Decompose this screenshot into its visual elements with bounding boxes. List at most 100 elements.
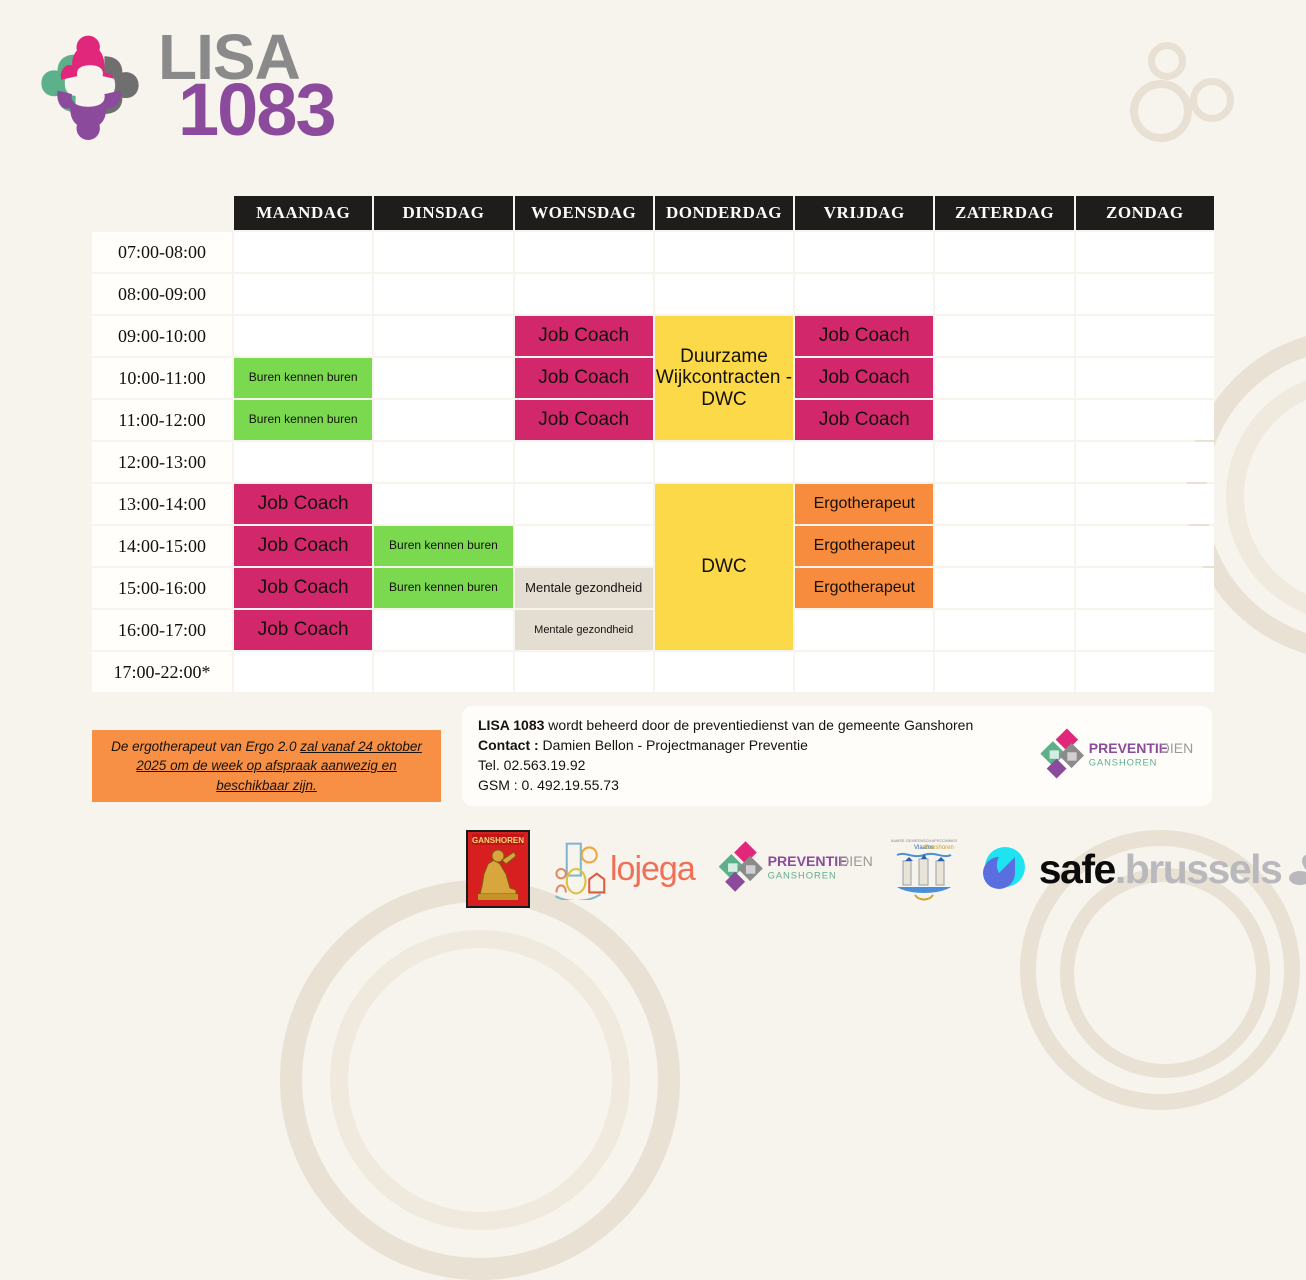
event-dwc-morning[interactable]: Duurzame Wijkcontracten - DWC xyxy=(654,316,794,440)
event-ergotherapeut[interactable]: Ergotherapeut xyxy=(795,484,934,524)
slot-vrijdag-0900[interactable]: Job Coach xyxy=(795,316,934,356)
slot-dinsdag-0900[interactable] xyxy=(374,316,513,356)
slot-dinsdag-0800[interactable] xyxy=(374,274,513,314)
event-ergotherapeut[interactable]: Ergotherapeut xyxy=(795,526,934,566)
event-dwc-afternoon[interactable]: DWC xyxy=(654,484,794,650)
slot-zondag-1200[interactable] xyxy=(1075,442,1214,482)
slot-zondag-1500[interactable] xyxy=(1075,568,1214,608)
slot-donderdag-1700[interactable] xyxy=(654,652,794,692)
event-job-coach[interactable]: Job Coach xyxy=(234,484,373,524)
slot-zaterdag-1200[interactable] xyxy=(935,442,1074,482)
slot-vrijdag-1100[interactable]: Job Coach xyxy=(795,400,934,440)
svg-text:Vlaams: Vlaams xyxy=(914,845,934,851)
slot-maandag-1400[interactable]: Job Coach xyxy=(234,526,373,566)
event-job-coach[interactable]: Job Coach xyxy=(514,400,653,440)
slot-zondag-1000[interactable] xyxy=(1075,358,1214,398)
slot-vrijdag-1700[interactable] xyxy=(795,652,934,692)
slot-dinsdag-1200[interactable] xyxy=(374,442,513,482)
event-buren-kennen-buren[interactable]: Buren kennen buren xyxy=(234,358,373,398)
slot-zondag-0800[interactable] xyxy=(1075,274,1214,314)
slot-woensdag-0800[interactable] xyxy=(514,274,653,314)
event-job-coach[interactable]: Job Coach xyxy=(514,316,653,356)
event-job-coach[interactable]: Job Coach xyxy=(234,610,373,650)
slot-woensdag-1000[interactable]: Job Coach xyxy=(514,358,653,398)
slot-woensdag-1100[interactable]: Job Coach xyxy=(514,400,653,440)
slot-maandag-0900[interactable] xyxy=(234,316,373,356)
event-ergotherapeut[interactable]: Ergotherapeut xyxy=(795,568,934,608)
event-buren-kennen-buren[interactable]: Buren kennen buren xyxy=(374,526,513,566)
event-job-coach[interactable]: Job Coach xyxy=(234,568,373,608)
slot-woensdag-0700[interactable] xyxy=(514,232,653,272)
slot-woensdag-0900[interactable]: Job Coach xyxy=(514,316,653,356)
slot-woensdag-1600[interactable]: Mentale gezondheid xyxy=(514,610,653,650)
slot-maandag-1500[interactable]: Job Coach xyxy=(234,568,373,608)
event-mentale-gezondheid[interactable]: Mentale gezondheid xyxy=(514,568,653,608)
slot-maandag-1000[interactable]: Buren kennen buren xyxy=(234,358,373,398)
slot-maandag-1700[interactable] xyxy=(234,652,373,692)
event-job-coach[interactable]: Job Coach xyxy=(795,358,934,398)
slot-zaterdag-1700[interactable] xyxy=(935,652,1074,692)
event-job-coach[interactable]: Job Coach xyxy=(234,526,373,566)
slot-woensdag-1500[interactable]: Mentale gezondheid xyxy=(514,568,653,608)
slot-woensdag-1400[interactable] xyxy=(514,526,653,566)
slot-zondag-1300[interactable] xyxy=(1075,484,1214,524)
slot-vrijdag-0800[interactable] xyxy=(795,274,934,314)
slot-zaterdag-1300[interactable] xyxy=(935,484,1074,524)
slot-zondag-0700[interactable] xyxy=(1075,232,1214,272)
slot-vrijdag-1400[interactable]: Ergotherapeut xyxy=(795,526,934,566)
event-mentale-gezondheid[interactable]: Mentale gezondheid xyxy=(514,610,653,650)
event-job-coach[interactable]: Job Coach xyxy=(514,358,653,398)
slot-vrijdag-1200[interactable] xyxy=(795,442,934,482)
slot-donderdag-0800[interactable] xyxy=(654,274,794,314)
contact-line-tel: Tel. 02.563.19.92 xyxy=(478,757,586,773)
slot-zaterdag-1000[interactable] xyxy=(935,358,1074,398)
event-job-coach[interactable]: Job Coach xyxy=(795,316,934,356)
slot-vrijdag-1000[interactable]: Job Coach xyxy=(795,358,934,398)
slot-zondag-0900[interactable] xyxy=(1075,316,1214,356)
decorative-ring-top-small xyxy=(1148,42,1186,80)
event-job-coach[interactable]: Job Coach xyxy=(795,400,934,440)
slot-dinsdag-1600[interactable] xyxy=(374,610,513,650)
slot-zaterdag-0700[interactable] xyxy=(935,232,1074,272)
slot-maandag-1100[interactable]: Buren kennen buren xyxy=(234,400,373,440)
note-line2: 2025 om de week op afspraak aanwezig en xyxy=(136,758,397,774)
slot-zondag-1600[interactable] xyxy=(1075,610,1214,650)
slot-woensdag-1200[interactable] xyxy=(514,442,653,482)
slot-maandag-1200[interactable] xyxy=(234,442,373,482)
slot-zaterdag-1500[interactable] xyxy=(935,568,1074,608)
slot-vrijdag-1600[interactable] xyxy=(795,610,934,650)
slot-woensdag-1700[interactable] xyxy=(514,652,653,692)
slot-zondag-1700[interactable] xyxy=(1075,652,1214,692)
slot-maandag-0700[interactable] xyxy=(234,232,373,272)
slot-donderdag-1300-1700[interactable]: DWC xyxy=(654,484,794,650)
slot-vrijdag-1300[interactable]: Ergotherapeut xyxy=(795,484,934,524)
slot-dinsdag-1500[interactable]: Buren kennen buren xyxy=(374,568,513,608)
slot-donderdag-0900-1200[interactable]: Duurzame Wijkcontracten - DWC xyxy=(654,316,794,440)
slot-vrijdag-1500[interactable]: Ergotherapeut xyxy=(795,568,934,608)
slot-dinsdag-1000[interactable] xyxy=(374,358,513,398)
slot-dinsdag-1700[interactable] xyxy=(374,652,513,692)
event-buren-kennen-buren[interactable]: Buren kennen buren xyxy=(374,568,513,608)
slot-dinsdag-0700[interactable] xyxy=(374,232,513,272)
event-buren-kennen-buren[interactable]: Buren kennen buren xyxy=(234,400,373,440)
slot-zaterdag-1100[interactable] xyxy=(935,400,1074,440)
slot-zaterdag-1400[interactable] xyxy=(935,526,1074,566)
slot-dinsdag-1300[interactable] xyxy=(374,484,513,524)
slot-maandag-1600[interactable]: Job Coach xyxy=(234,610,373,650)
svg-text:Ganshoren: Ganshoren xyxy=(924,845,954,851)
svg-text:GANSHOREN: GANSHOREN xyxy=(472,836,524,845)
slot-donderdag-0700[interactable] xyxy=(654,232,794,272)
slot-woensdag-1300[interactable] xyxy=(514,484,653,524)
slot-vrijdag-0700[interactable] xyxy=(795,232,934,272)
slot-donderdag-1200[interactable] xyxy=(654,442,794,482)
slot-zaterdag-0900[interactable] xyxy=(935,316,1074,356)
slot-zaterdag-1600[interactable] xyxy=(935,610,1074,650)
slot-maandag-0800[interactable] xyxy=(234,274,373,314)
slot-zondag-1400[interactable] xyxy=(1075,526,1214,566)
weekly-schedule-table: MAANDAG DINSDAG WOENSDAG DONDERDAG VRIJD… xyxy=(90,194,1216,694)
slot-zaterdag-0800[interactable] xyxy=(935,274,1074,314)
slot-dinsdag-1100[interactable] xyxy=(374,400,513,440)
slot-maandag-1300[interactable]: Job Coach xyxy=(234,484,373,524)
slot-zondag-1100[interactable] xyxy=(1075,400,1214,440)
slot-dinsdag-1400[interactable]: Buren kennen buren xyxy=(374,526,513,566)
